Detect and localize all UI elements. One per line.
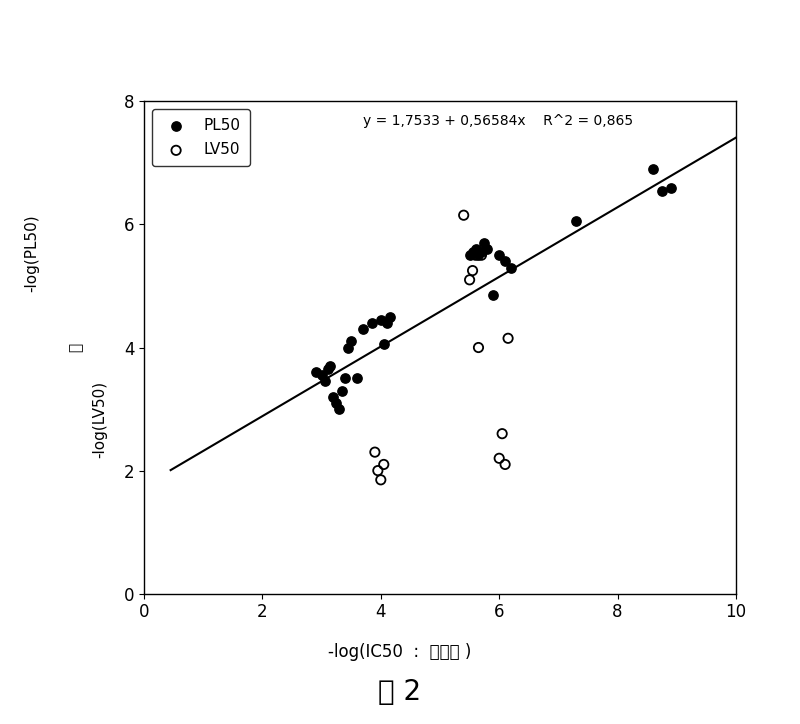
PL50 bbox=[378, 339, 390, 350]
PL50 bbox=[466, 246, 479, 258]
LV50 bbox=[475, 249, 488, 261]
LV50 bbox=[374, 474, 387, 486]
PL50 bbox=[310, 366, 322, 378]
PL50 bbox=[646, 163, 659, 174]
PL50 bbox=[487, 290, 500, 301]
PL50 bbox=[463, 249, 476, 261]
PL50 bbox=[324, 361, 337, 372]
PL50 bbox=[505, 261, 518, 273]
PL50 bbox=[469, 243, 482, 255]
LV50 bbox=[472, 342, 485, 353]
Legend: PL50, LV50: PL50, LV50 bbox=[152, 109, 250, 167]
LV50 bbox=[498, 459, 511, 471]
LV50 bbox=[463, 274, 476, 285]
PL50 bbox=[665, 182, 678, 193]
PL50 bbox=[357, 323, 370, 334]
PL50 bbox=[475, 246, 488, 258]
Text: 图 2: 图 2 bbox=[378, 678, 422, 706]
LV50 bbox=[496, 428, 509, 439]
PL50 bbox=[374, 314, 387, 326]
Text: y = 1,7533 + 0,56584x    R^2 = 0,865: y = 1,7533 + 0,56584x R^2 = 0,865 bbox=[363, 114, 633, 127]
PL50 bbox=[342, 342, 354, 353]
PL50 bbox=[366, 317, 378, 329]
LV50 bbox=[502, 332, 514, 344]
PL50 bbox=[336, 385, 349, 397]
PL50 bbox=[472, 249, 485, 261]
Text: 或: 或 bbox=[69, 343, 83, 352]
Text: -log(PL50): -log(PL50) bbox=[25, 214, 39, 292]
PL50 bbox=[656, 185, 669, 196]
LV50 bbox=[371, 465, 384, 476]
PL50 bbox=[478, 237, 491, 248]
PL50 bbox=[330, 397, 342, 408]
PL50 bbox=[339, 372, 352, 384]
PL50 bbox=[498, 256, 511, 267]
PL50 bbox=[318, 376, 331, 387]
PL50 bbox=[570, 216, 582, 227]
PL50 bbox=[315, 369, 328, 381]
LV50 bbox=[369, 446, 382, 458]
LV50 bbox=[458, 209, 470, 221]
PL50 bbox=[333, 403, 346, 415]
LV50 bbox=[378, 459, 390, 471]
PL50 bbox=[327, 391, 340, 403]
LV50 bbox=[493, 452, 506, 464]
Text: -log(IC50  :  疾原虫 ): -log(IC50 : 疾原虫 ) bbox=[328, 643, 472, 660]
PL50 bbox=[345, 336, 358, 348]
PL50 bbox=[383, 311, 396, 323]
LV50 bbox=[469, 249, 482, 261]
PL50 bbox=[493, 249, 506, 261]
Text: -log(LV50): -log(LV50) bbox=[93, 382, 107, 458]
PL50 bbox=[481, 243, 494, 255]
PL50 bbox=[380, 317, 393, 329]
PL50 bbox=[321, 363, 334, 375]
PL50 bbox=[350, 372, 363, 384]
LV50 bbox=[466, 265, 479, 277]
